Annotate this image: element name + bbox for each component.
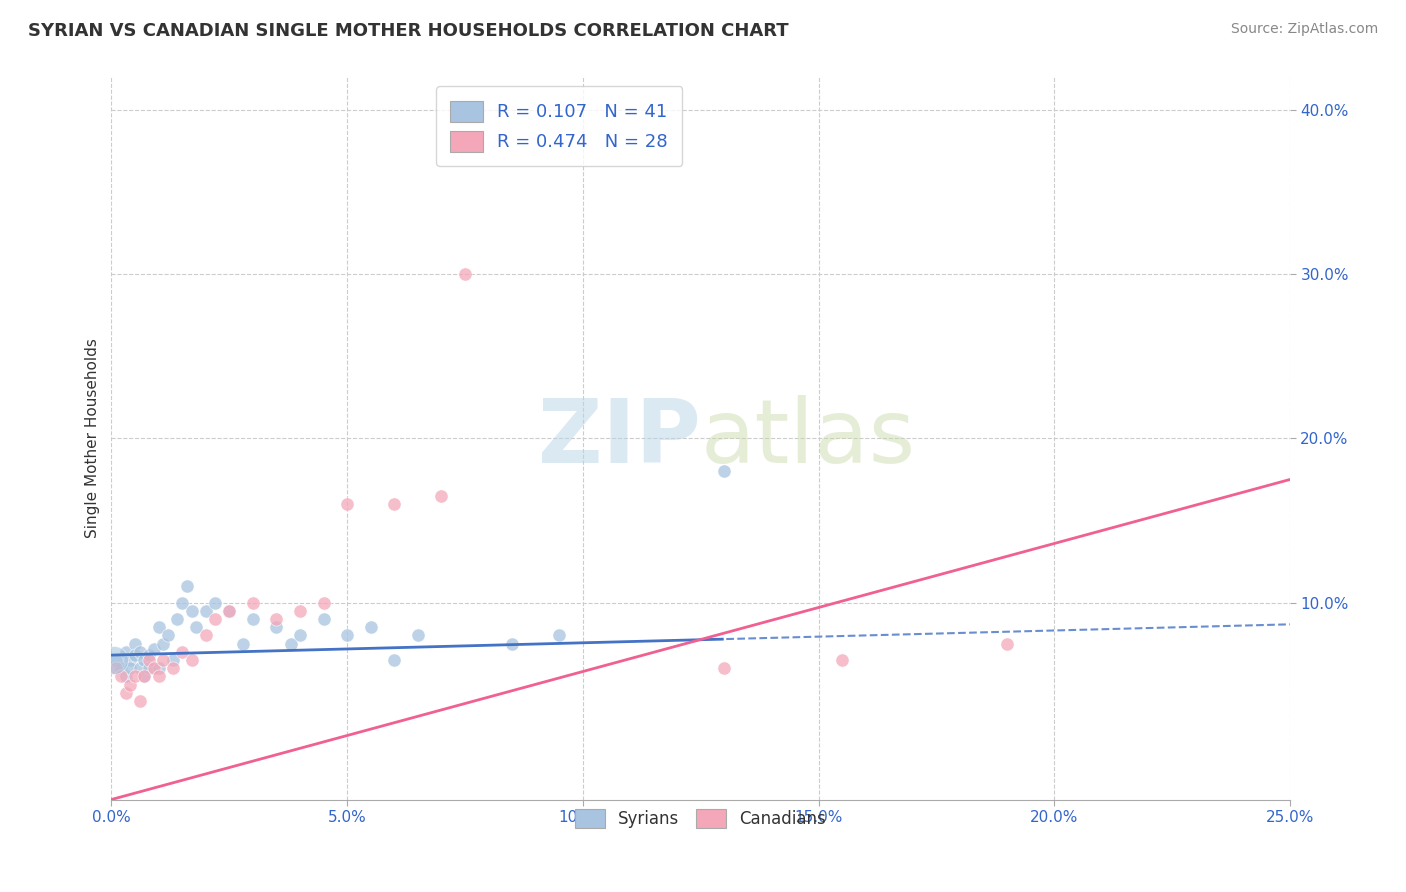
- Point: [186, 620, 208, 634]
- Point: [124, 669, 146, 683]
- Point: [172, 596, 194, 610]
- Point: [382, 497, 405, 511]
- Point: [120, 678, 142, 692]
- Point: [142, 661, 165, 675]
- Point: [148, 620, 170, 634]
- Point: [995, 637, 1018, 651]
- Point: [501, 637, 523, 651]
- Point: [105, 661, 128, 675]
- Point: [312, 596, 335, 610]
- Y-axis label: Single Mother Households: Single Mother Households: [86, 339, 100, 539]
- Point: [218, 604, 240, 618]
- Legend: Syrians, Canadians: Syrians, Canadians: [568, 802, 832, 835]
- Point: [138, 661, 160, 675]
- Point: [114, 669, 136, 683]
- Point: [172, 645, 194, 659]
- Point: [280, 637, 302, 651]
- Point: [134, 653, 156, 667]
- Point: [148, 669, 170, 683]
- Point: [162, 661, 184, 675]
- Point: [232, 637, 254, 651]
- Point: [382, 653, 405, 667]
- Point: [152, 637, 174, 651]
- Point: [176, 579, 198, 593]
- Point: [204, 596, 226, 610]
- Point: [138, 653, 160, 667]
- Point: [162, 653, 184, 667]
- Point: [454, 268, 477, 282]
- Point: [134, 669, 156, 683]
- Point: [360, 620, 382, 634]
- Point: [134, 669, 156, 683]
- Point: [288, 628, 311, 642]
- Point: [194, 604, 217, 618]
- Point: [110, 669, 132, 683]
- Point: [180, 604, 202, 618]
- Point: [128, 645, 150, 659]
- Point: [128, 661, 150, 675]
- Text: SYRIAN VS CANADIAN SINGLE MOTHER HOUSEHOLDS CORRELATION CHART: SYRIAN VS CANADIAN SINGLE MOTHER HOUSEHO…: [28, 22, 789, 40]
- Point: [266, 612, 288, 626]
- Point: [105, 653, 128, 667]
- Point: [142, 641, 165, 656]
- Point: [831, 653, 853, 667]
- Point: [430, 489, 453, 503]
- Point: [110, 661, 132, 675]
- Point: [194, 628, 217, 642]
- Point: [166, 612, 188, 626]
- Text: Source: ZipAtlas.com: Source: ZipAtlas.com: [1230, 22, 1378, 37]
- Point: [336, 628, 359, 642]
- Point: [156, 628, 179, 642]
- Point: [266, 620, 288, 634]
- Point: [180, 653, 202, 667]
- Point: [152, 653, 174, 667]
- Point: [120, 661, 142, 675]
- Point: [124, 637, 146, 651]
- Point: [242, 612, 264, 626]
- Point: [114, 645, 136, 659]
- Point: [406, 628, 429, 642]
- Text: atlas: atlas: [700, 395, 915, 482]
- Point: [103, 653, 125, 667]
- Point: [128, 694, 150, 708]
- Point: [204, 612, 226, 626]
- Text: ZIP: ZIP: [538, 395, 700, 482]
- Point: [713, 464, 735, 478]
- Point: [312, 612, 335, 626]
- Point: [114, 686, 136, 700]
- Point: [336, 497, 359, 511]
- Point: [218, 604, 240, 618]
- Point: [242, 596, 264, 610]
- Point: [138, 648, 160, 662]
- Point: [288, 604, 311, 618]
- Point: [713, 661, 735, 675]
- Point: [148, 661, 170, 675]
- Point: [124, 648, 146, 662]
- Point: [548, 628, 571, 642]
- Point: [120, 653, 142, 667]
